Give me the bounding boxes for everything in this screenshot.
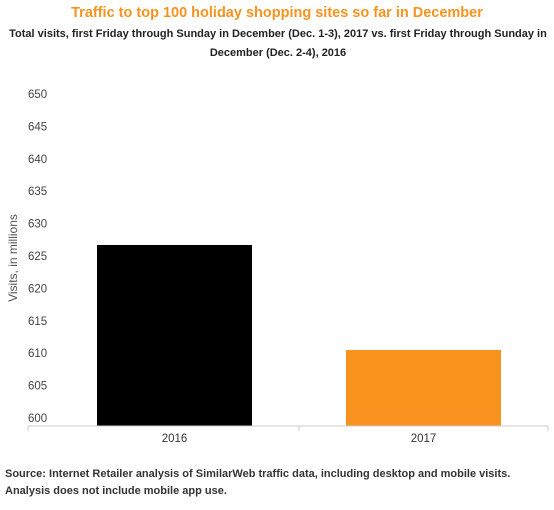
y-tick-label: 620 <box>28 283 47 295</box>
y-tick-label: 640 <box>28 154 47 166</box>
y-tick-label: 630 <box>28 219 47 231</box>
y-tick-label: 610 <box>28 348 47 360</box>
y-tick-label: 625 <box>28 251 47 263</box>
y-tick-label: 650 <box>28 89 47 101</box>
chart-title: Traffic to top 100 holiday shopping site… <box>71 5 483 21</box>
bar <box>346 349 501 426</box>
y-tick-label: 645 <box>28 121 47 133</box>
x-tick-label: 2016 <box>162 433 188 445</box>
y-tick-label: 600 <box>28 413 47 425</box>
y-axis-label: Visits, in millions <box>6 214 20 302</box>
chart-subtitle: Total visits, first Friday through Sunda… <box>9 28 547 59</box>
source-note: Source: Internet Retailer analysis of Si… <box>5 468 511 497</box>
x-tick-label: 2017 <box>411 433 437 445</box>
bar-chart: Visits, in millions 650 645 640 635 630 625 620… <box>6 89 549 445</box>
bar <box>97 244 252 426</box>
y-tick-label: 605 <box>28 381 47 393</box>
y-tick-label: 615 <box>28 316 47 328</box>
y-tick-label: 635 <box>28 186 47 198</box>
